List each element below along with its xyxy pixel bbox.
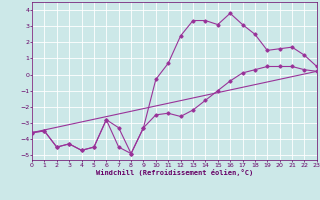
X-axis label: Windchill (Refroidissement éolien,°C): Windchill (Refroidissement éolien,°C)	[96, 169, 253, 176]
